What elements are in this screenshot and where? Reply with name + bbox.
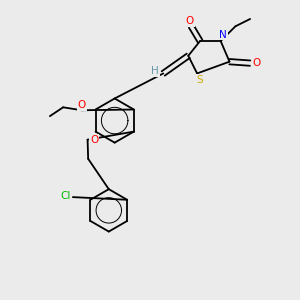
Text: N: N (219, 30, 227, 40)
Text: O: O (186, 16, 194, 26)
Text: O: O (78, 100, 86, 110)
Text: Cl: Cl (60, 190, 71, 201)
Text: O: O (253, 58, 261, 68)
Text: H: H (151, 66, 159, 76)
Text: O: O (90, 135, 98, 145)
Text: S: S (196, 75, 203, 85)
